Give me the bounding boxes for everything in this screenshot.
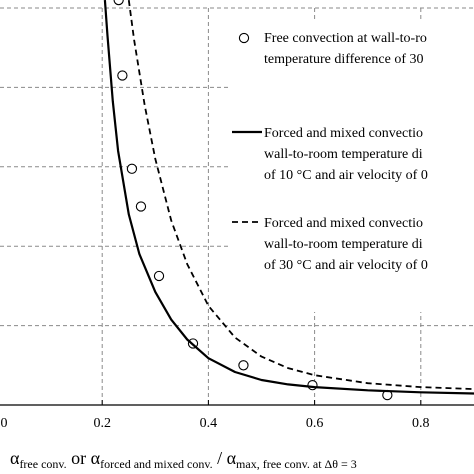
data-point-free-convection — [126, 163, 138, 174]
legend-entry-text: of 10 °C and air velocity of 0 — [264, 168, 428, 183]
x-tick-label: 0.2 — [93, 416, 111, 431]
legend-entry-text: Forced and mixed convectio — [264, 216, 423, 231]
legend-entry-text: temperature difference of 30 — [264, 52, 424, 67]
xlabel-sub-max: max, free conv. at Δθ = 3 — [236, 457, 357, 471]
data-point-free-convection — [238, 360, 249, 371]
plot-axes — [0, 400, 474, 406]
data-point-free-convection — [117, 70, 128, 81]
legend-entry-text: wall-to-room temperature di — [264, 147, 423, 162]
data-point-free-convection — [135, 201, 147, 212]
series-line-10C — [103, 0, 474, 395]
x-tick-label: 0.6 — [306, 416, 324, 431]
xlabel-alpha: α — [91, 448, 101, 468]
legend-background — [228, 22, 474, 312]
legend-marker-circle — [238, 32, 250, 44]
legend-entry-text: of 30 °C and air velocity of 0 — [264, 258, 428, 273]
x-tick-label: 0 — [1, 416, 8, 431]
legend-entry-text: Free convection at wall-to-ro — [264, 31, 427, 46]
series-layer — [103, 0, 474, 401]
x-tick-label: 0.8 — [412, 416, 430, 431]
xlabel-alpha: α — [227, 448, 237, 468]
x-axis-label: αfree conv. or αforced and mixed conv. /… — [10, 448, 357, 471]
xlabel-or: or — [67, 448, 91, 468]
legend-entry-text: Forced and mixed convectio — [264, 126, 423, 141]
xlabel-sub-free: free conv. — [19, 457, 66, 471]
xlabel-slash: / — [213, 448, 227, 468]
x-tick-labels: 0 0.2 0.4 0.6 0.8 — [1, 416, 430, 431]
series-line-30C — [127, 0, 474, 391]
xlabel-sub-forced: forced and mixed conv. — [100, 457, 213, 471]
legend-entry-text: wall-to-room temperature di — [264, 237, 423, 252]
data-point-free-convection — [153, 270, 165, 282]
xlabel-alpha: α — [10, 448, 20, 468]
data-point-free-convection — [307, 379, 318, 391]
legend: Free convection at wall-to-ro temperature… — [228, 22, 474, 312]
data-point-free-convection — [113, 0, 124, 6]
x-tick-label: 0.4 — [200, 416, 218, 431]
